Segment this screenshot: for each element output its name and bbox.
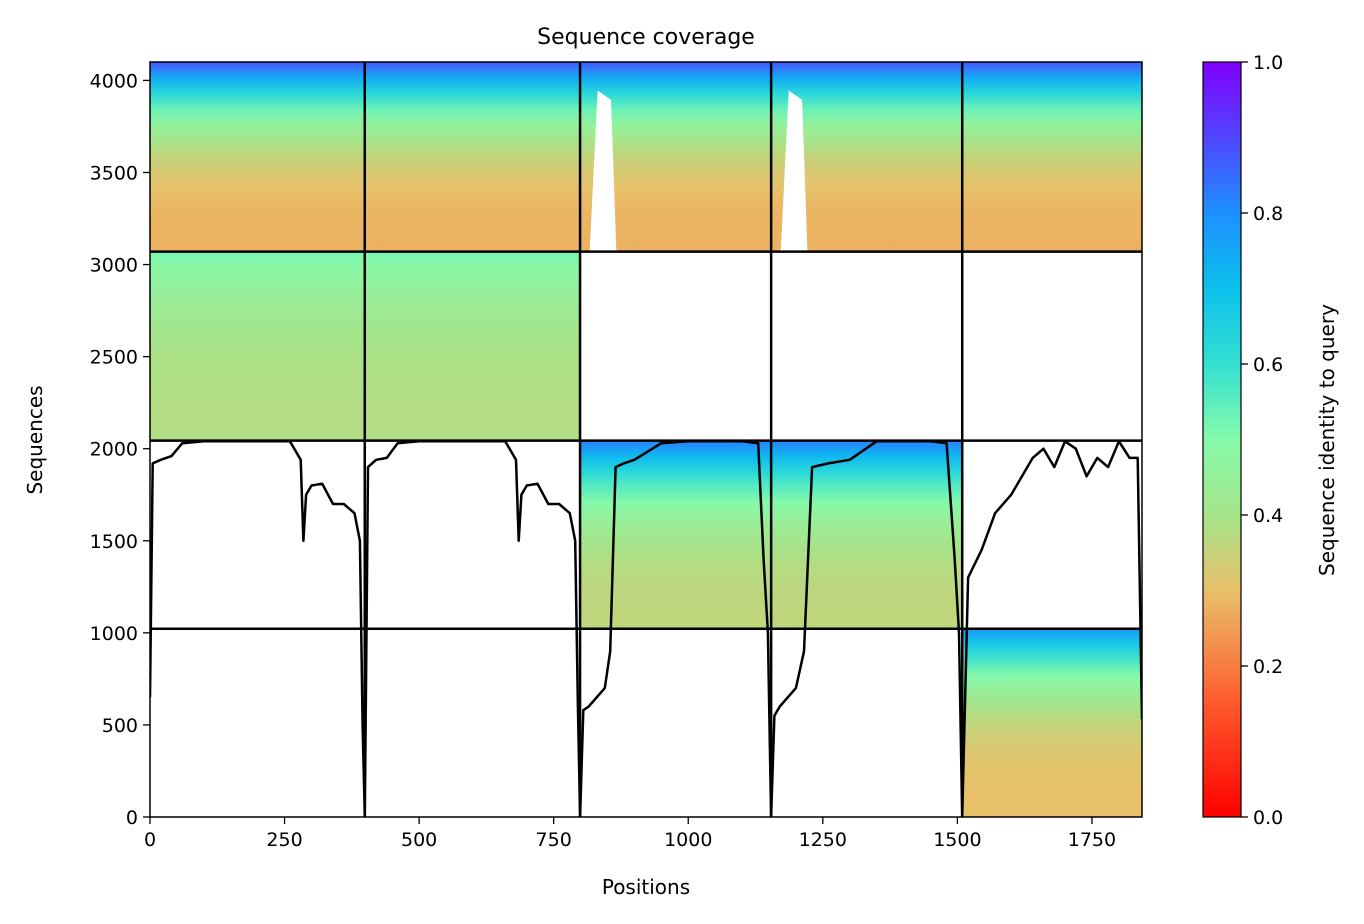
y-axis: 0 500 1000 1500 2000 2500 3000 3500 4000 (90, 70, 150, 829)
colorbar-tick-label: 1.0 (1253, 52, 1283, 74)
coverage-block (364, 251, 581, 441)
colorbar-tick-label: 0.8 (1253, 203, 1283, 225)
y-tick-label: 3000 (90, 255, 138, 277)
block-dividers (150, 62, 1142, 817)
coverage-block (580, 440, 772, 629)
x-tick-label: 1000 (664, 829, 712, 851)
x-tick-label: 500 (401, 829, 437, 851)
colorbar-label: Sequence identity to query (1315, 304, 1339, 576)
colorbar-tick-label: 0.0 (1253, 807, 1283, 829)
coverage-gap (589, 90, 617, 252)
x-tick-label: 750 (536, 829, 572, 851)
colorbar: 0.0 0.2 0.4 0.6 0.8 1.0 Sequence identity to … (1202, 52, 1339, 829)
y-tick-label: 4000 (90, 70, 138, 92)
colorbar-gradient (1202, 61, 1242, 818)
coverage-heatmap (150, 62, 1142, 817)
x-axis-label: Positions (602, 875, 690, 899)
colorbar-tick-label: 0.2 (1253, 656, 1283, 678)
chart-title: Sequence coverage (537, 25, 755, 50)
x-axis: 0 250 500 750 1000 1250 1500 1750 (144, 817, 1116, 851)
coverage-block (771, 440, 963, 629)
y-tick-label: 0 (126, 807, 138, 829)
plot-frame (149, 61, 1143, 818)
coverage-block (962, 62, 1142, 252)
y-tick-label: 2500 (90, 347, 138, 369)
y-tick-label: 1000 (90, 623, 138, 645)
colorbar-ticks: 0.0 0.2 0.4 0.6 0.8 1.0 (1241, 52, 1283, 829)
coverage-gap (780, 90, 808, 252)
colorbar-tick-label: 0.4 (1253, 505, 1283, 527)
x-tick-label: 0 (144, 829, 156, 851)
coverage-block (962, 628, 1142, 817)
y-tick-label: 3500 (90, 162, 138, 184)
x-tick-label: 1750 (1068, 829, 1116, 851)
colorbar-tick-label: 0.6 (1253, 354, 1283, 376)
x-tick-label: 1250 (799, 829, 847, 851)
x-tick-label: 250 (266, 829, 302, 851)
coverage-block (364, 62, 581, 252)
coverage-block (150, 251, 365, 441)
x-tick-label: 1500 (933, 829, 981, 851)
coverage-line (150, 440, 1142, 817)
y-axis-label: Sequences (23, 385, 47, 494)
y-tick-label: 2000 (90, 439, 138, 461)
y-tick-label: 500 (102, 715, 138, 737)
coverage-block (150, 62, 365, 252)
y-tick-label: 1500 (90, 531, 138, 553)
